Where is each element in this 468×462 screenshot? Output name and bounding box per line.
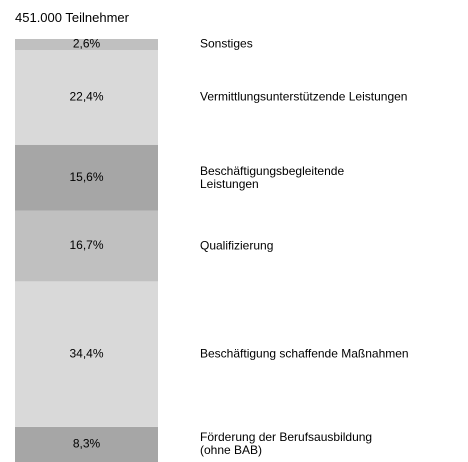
value-label: 34,4% (69, 346, 103, 360)
legend-label: Beschäftigung schaffende Maßnahmen (200, 346, 409, 361)
legend-label: Beschäftigungsbegleitende Leistungen (200, 163, 345, 191)
value-label: 15,6% (69, 170, 103, 184)
bar-segment (15, 210, 158, 282)
legend-label: Vermittlungsunterstützende Leistungen (200, 89, 408, 104)
legend-label: Sonstiges (200, 36, 253, 51)
value-label: 2,6% (73, 37, 101, 51)
bar-segment (15, 144, 158, 211)
value-label: 22,4% (69, 90, 103, 104)
bar-segment (15, 49, 158, 145)
chart-title: 451.000 Teilnehmer (15, 10, 129, 25)
legend-label: Qualifizierung (200, 238, 274, 253)
value-label: 16,7% (69, 238, 103, 252)
bar-segment (15, 281, 158, 427)
bar-segment (15, 39, 158, 50)
bar-segment (15, 426, 158, 462)
value-label: 8,3% (73, 437, 101, 451)
legend-label: Förderung der Berufsausbildung (ohne BAB… (200, 430, 373, 458)
